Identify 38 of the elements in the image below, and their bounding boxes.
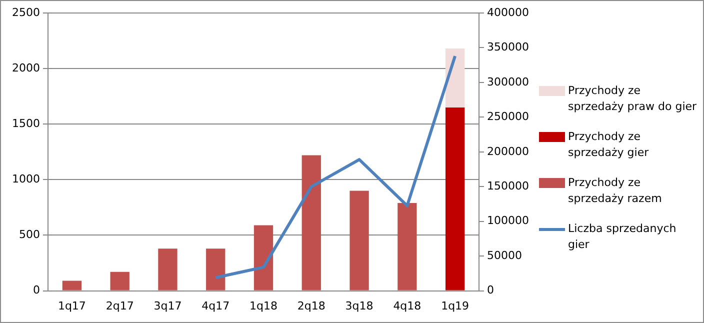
y2-tick-label: 250000: [487, 110, 530, 124]
bar: [350, 190, 369, 290]
y-tick-label: 2000: [12, 61, 40, 74]
bar: [398, 203, 417, 290]
bar: [62, 280, 82, 290]
legend-label: Liczba sprzedanych gier: [568, 221, 678, 253]
y-tick-label: 1000: [12, 172, 40, 186]
x-tick-label: 1q17: [58, 299, 86, 312]
bar: [254, 225, 274, 290]
y2-tick-label: 150000: [487, 179, 530, 192]
y2-tick-label: 50000: [487, 248, 522, 262]
y2-tick-label: 350000: [487, 40, 530, 54]
y-tick-label: 500: [18, 228, 40, 242]
x-tick-label: 2q17: [106, 299, 134, 312]
x-tick-label: 4q17: [202, 299, 230, 312]
x-tick-label: 1q19: [441, 299, 470, 312]
x-tick-label: 4q18: [393, 299, 422, 312]
legend-label: Przychody ze sprzedaży razem: [568, 175, 663, 207]
y-tick-label: 0: [32, 284, 40, 297]
y2-tick-label: 100000: [487, 214, 530, 228]
x-tick-label: 2q18: [297, 299, 326, 312]
y2-tick-label: 400000: [487, 6, 530, 19]
y-tick-label: 1500: [12, 116, 40, 130]
x-tick-label: 3q18: [345, 299, 374, 312]
x-tick-label: 3q17: [154, 299, 182, 312]
legend-label: Przychody ze sprzedaży praw do gier: [568, 83, 698, 115]
legend-label: Przychody ze sprzedaży gier: [568, 129, 650, 161]
bar: [302, 155, 321, 290]
bar: [206, 248, 226, 290]
y-tick-label: 2500: [12, 6, 40, 19]
y2-tick-label: 200000: [487, 144, 530, 158]
y2-tick-label: 0: [487, 284, 494, 297]
y2-tick-label: 300000: [487, 75, 530, 88]
bar: [158, 248, 178, 290]
bar: [445, 48, 465, 108]
x-tick-label: 1q18: [250, 299, 278, 312]
bar: [445, 107, 465, 290]
bar: [110, 272, 130, 290]
